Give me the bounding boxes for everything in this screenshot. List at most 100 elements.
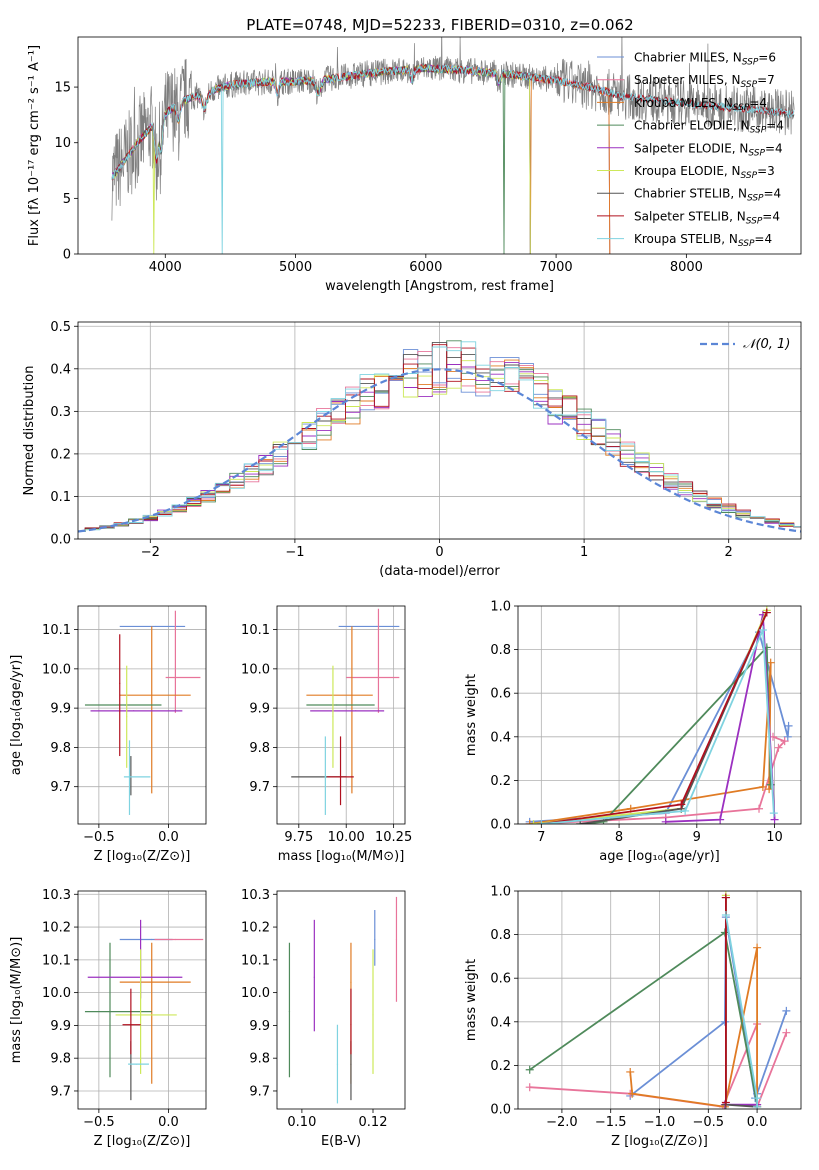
- x-tick-label: −0.5: [83, 1115, 115, 1130]
- y-tick-label: 0.2: [490, 1059, 511, 1074]
- point-kroupa-miles: [351, 694, 353, 696]
- y-tick-label: 0.0: [490, 1103, 511, 1118]
- y-tick-label: 9.9: [249, 702, 270, 717]
- weight-marker-salpeter-stelib: [677, 800, 686, 809]
- weight-marker-kroupa-miles: [525, 820, 534, 824]
- x-axis-label: Z [log₁₀(Z/Z⊙)]: [94, 849, 191, 864]
- y-axis-label: age [log₁₀(age/yr)]: [9, 655, 24, 776]
- x-axis-label: E(B-V): [321, 1134, 361, 1149]
- legend-count: =4: [766, 119, 784, 133]
- weight-marker-salpeter-elodie: [716, 815, 725, 824]
- x-tick-label: 0: [435, 545, 443, 560]
- x-axis-label: (data-model)/error: [379, 564, 500, 579]
- weight-marker-kroupa-miles: [628, 1089, 637, 1098]
- axes-frame-group: 0.10 0.12 9.7 9.8 9.9 10.0 10.1 10.2 10.3 E(B-V): [241, 888, 406, 1149]
- axes-frame-group: 4000 5000 6000 7000 8000 0 5 10 15 wavelength [An…: [27, 36, 802, 294]
- point-chabrier-miles: [374, 938, 376, 941]
- y-tick-label: 0.6: [490, 972, 511, 987]
- weight-marker-kroupa-stelib: [681, 806, 690, 815]
- axes-frame: [276, 890, 406, 1110]
- y-tick-label: 9.9: [50, 702, 71, 717]
- point-chabrier-miles: [155, 625, 157, 628]
- point-salpeter-elodie: [313, 976, 315, 978]
- point-kroupa-miles: [151, 694, 153, 696]
- y-tick-label: 9.8: [249, 741, 270, 756]
- y-tick-label: 10.2: [42, 921, 71, 936]
- legend-count: =4: [764, 187, 782, 201]
- legend-label-normal: 𝒩(0, 1): [743, 337, 790, 352]
- y-tick-label: 10.2: [241, 921, 270, 936]
- axes-frame: [276, 605, 406, 825]
- legend-subscript: SSP: [741, 80, 758, 90]
- legend-count: =6: [758, 51, 776, 65]
- weight-marker-salpeter-stelib: [721, 1098, 730, 1107]
- axes-age-weight: 7 8 9 10 0.0 0.2 0.4 0.6 0.8 1.0 age [log₁₀(age/yr…: [464, 600, 802, 864]
- axes-spectrum: 4000 5000 6000 7000 8000 0 5 10 15 wavelength [An…: [27, 36, 802, 294]
- x-tick-label: −2: [141, 545, 160, 560]
- x-tick-label: 10.00: [328, 830, 365, 845]
- x-tick-label: 0.10: [287, 1115, 316, 1130]
- x-tick-label: 7: [537, 830, 545, 845]
- point-kroupa-stelib: [336, 1063, 339, 1065]
- y-axis-label: Flux [fλ 10⁻¹⁷ erg cm⁻² s⁻¹ A⁻¹]: [27, 45, 42, 246]
- y-tick-label: 10.0: [42, 662, 71, 677]
- weight-marker-chabrier-miles: [784, 721, 793, 730]
- weight-line-kroupa-stelib: [541, 629, 775, 824]
- axes-z-mass: −0.5 0.0 9.7 9.8 9.9 10.0 10.1 10.2 10.3 Z [log₁₀…: [9, 888, 207, 1149]
- legend-count: =3: [757, 164, 775, 178]
- axes-frame-group: 7 8 9 10 0.0 0.2 0.4 0.6 0.8 1.0 age [log₁₀(age/yr…: [464, 600, 802, 864]
- axes-frame: [77, 890, 207, 1110]
- y-axis-label: mass weight: [464, 674, 479, 756]
- weight-marker-salpeter-miles: [782, 1028, 791, 1037]
- x-axis-label: mass [log₁₀(M/M⊙)]: [278, 849, 405, 864]
- axes-z-age: −0.5 0.0 9.7 9.8 9.9 10.0 10.1 Z [log₁₀(Z/Z⊙)] a…: [9, 605, 207, 864]
- legend-subscript: SSP: [748, 148, 765, 158]
- y-tick-label: 15: [54, 81, 71, 96]
- point-salpeter-stelib: [130, 1024, 132, 1026]
- legend-subscript: SSP: [750, 126, 767, 136]
- y-tick-label: 10: [54, 136, 71, 151]
- legend-label-kroupa-elodie: Kroupa ELODIE, NSSP=3: [634, 164, 775, 181]
- y-tick-label: 0.8: [490, 643, 511, 658]
- x-tick-label: −1: [285, 545, 304, 560]
- legend-subscript: SSP: [747, 194, 764, 204]
- weight-marker-kroupa-stelib: [769, 809, 778, 818]
- plot-content: [291, 608, 400, 815]
- y-tick-label: 5: [63, 192, 71, 207]
- y-tick-label: 0.2: [490, 774, 511, 789]
- y-tick-label: 0.8: [490, 928, 511, 943]
- x-tick-label: −2.0: [546, 1115, 578, 1130]
- y-axis-label: mass [log₁₀(M/M⊙)]: [9, 937, 24, 1064]
- y-tick-label: 10.3: [42, 888, 71, 903]
- legend-count: =4: [754, 232, 772, 246]
- x-tick-label: 0.0: [747, 1115, 768, 1130]
- y-tick-label: 0.0: [50, 533, 71, 548]
- x-tick-label: 10: [766, 830, 783, 845]
- point-chabrier-elodie: [288, 1011, 291, 1013]
- y-tick-label: 10.0: [42, 986, 71, 1001]
- legend-subscript: SSP: [741, 171, 758, 181]
- spectrum-legend: Chabrier MILES, NSSP=6 Salpeter MILES, NS…: [597, 51, 784, 249]
- axes-residuals: −2 −1 0 1 2 0.0 0.1 0.2 0.3 0.4 0.5 (data-model)/er…: [22, 320, 802, 579]
- x-tick-label: 2: [725, 545, 733, 560]
- plot-content: [525, 891, 791, 1109]
- weight-marker-chabrier-miles: [783, 732, 792, 741]
- weight-marker-kroupa-stelib: [758, 625, 767, 634]
- point-kroupa-stelib: [135, 1063, 138, 1065]
- weight-line-chabrier-miles: [629, 917, 788, 1102]
- point-chabrier-elodie: [124, 704, 126, 706]
- point-salpeter-stelib: [350, 1024, 352, 1026]
- x-tick-label: 8: [615, 830, 623, 845]
- x-tick-label: 7000: [540, 260, 573, 275]
- weight-marker-salpeter-stelib: [762, 608, 771, 617]
- x-tick-label: 6000: [409, 260, 442, 275]
- legend-subscript: SSP: [742, 58, 759, 68]
- plot-content: [288, 896, 398, 1104]
- point-kroupa-stelib: [128, 776, 131, 778]
- point-chabrier-miles: [151, 938, 153, 941]
- x-axis-label: wavelength [Angstrom, rest frame]: [325, 279, 554, 294]
- axes-frame: [517, 605, 802, 825]
- y-tick-label: 10.0: [241, 986, 270, 1001]
